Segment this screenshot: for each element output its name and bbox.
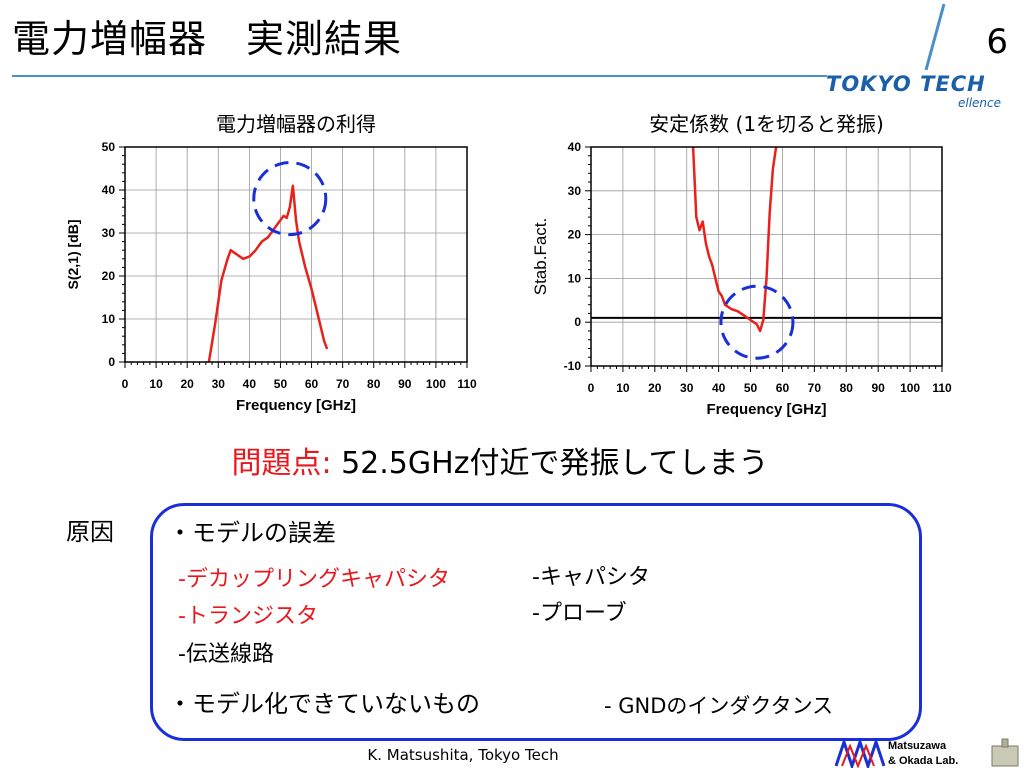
cause-item-transistor: -トランジスタ	[178, 604, 318, 629]
lab-logo-building-icon	[991, 745, 1019, 767]
cause-item-probe: -プローブ	[532, 601, 627, 626]
stab-x-tick-label: 0	[588, 381, 595, 395]
stab-y-tick-label: 20	[568, 228, 582, 242]
problem-text: 52.5GHz付近で発振してしまう	[341, 446, 769, 481]
stab-x-axis-label: Frequency [GHz]	[706, 401, 826, 418]
logo-text: TOKYO TECH	[826, 72, 986, 96]
cause-item-tline: -伝送線路	[178, 642, 274, 667]
stab-x-tick-label: 20	[648, 381, 662, 395]
gain-x-tick-label: 50	[274, 377, 288, 391]
logo-subtext: ellence	[958, 96, 1002, 110]
gain-x-tick-label: 80	[367, 377, 381, 391]
stab-y-tick-label: 0	[574, 315, 581, 329]
problem-colon: :	[321, 446, 332, 481]
cause-item-capacitor: -キャパシタ	[532, 565, 650, 590]
stab-y-tick-label: 30	[568, 184, 582, 198]
stab-x-tick-label: 40	[712, 381, 726, 395]
problem-label: 問題点	[231, 446, 322, 481]
stab-series-line	[691, 147, 778, 333]
stab-x-tick-label: 10	[616, 381, 630, 395]
lab-logo-wave-red	[841, 743, 875, 768]
lab-logo-line1: Matsuzawa	[888, 740, 947, 752]
stab-plot-frame	[590, 146, 943, 367]
cause-box	[150, 503, 922, 741]
problem-statement: 問題点: 52.5GHz付近で発振してしまう	[0, 438, 1000, 482]
unmodeled-heading: ・モデル化できていないもの	[168, 690, 480, 718]
stab-x-tick-label: 110	[932, 381, 952, 395]
gain-x-tick-label: 40	[243, 377, 257, 391]
gain-chart-title: 電力増幅器の利得	[216, 112, 376, 136]
stab-x-tick-label: 50	[744, 381, 758, 395]
gain-x-axis-label: Frequency [GHz]	[236, 397, 356, 414]
gain-x-tick-label: 110	[457, 377, 477, 391]
gain-y-tick-label: 30	[102, 226, 116, 240]
page-number: 6	[986, 22, 1008, 62]
lab-logo-line2: & Okada Lab.	[888, 755, 958, 767]
gain-oscillation-marker	[252, 161, 328, 237]
logo-slash	[924, 3, 946, 71]
title-divider	[12, 75, 827, 77]
stab-y-tick-label: -10	[564, 359, 582, 373]
gain-y-tick-label: 20	[102, 269, 116, 283]
footer-credit: K. Matsushita, Tokyo Tech	[367, 746, 559, 764]
stab-oscillation-marker	[719, 284, 795, 360]
gain-x-tick-label: 70	[336, 377, 350, 391]
gain-y-tick-label: 50	[102, 140, 116, 154]
slide-title: 電力増幅器 実測結果	[12, 17, 403, 61]
gain-x-tick-label: 10	[149, 377, 163, 391]
stab-x-tick-label: 60	[776, 381, 790, 395]
cause-item-decap: -デカップリングキャパシタ	[178, 567, 450, 592]
stab-y-tick-label: 40	[568, 140, 582, 154]
stab-y-axis-label: Stab.Fact.	[531, 218, 550, 295]
gain-x-tick-label: 100	[426, 377, 446, 391]
gain-x-tick-label: 90	[398, 377, 412, 391]
gain-x-tick-label: 60	[305, 377, 319, 391]
lab-logo: Matsuzawa & Okada Lab.	[834, 737, 1019, 768]
stab-x-tick-label: 100	[900, 381, 920, 395]
gain-x-tick-label: 20	[181, 377, 195, 391]
cause-label: 原因	[66, 518, 114, 546]
gain-x-tick-label: 30	[212, 377, 226, 391]
model-error-heading: ・モデルの誤差	[168, 519, 336, 547]
gain-series-line	[207, 184, 329, 362]
gain-y-tick-label: 10	[102, 312, 116, 326]
stab-x-tick-label: 70	[808, 381, 822, 395]
stab-x-tick-label: 90	[872, 381, 886, 395]
gain-y-tick-label: 0	[108, 355, 115, 369]
unmodeled-item-gnd: - GNDのインダクタンス	[604, 694, 834, 718]
stab-x-tick-label: 30	[680, 381, 694, 395]
gain-y-tick-label: 40	[102, 183, 116, 197]
charts-canvas: 0 10 20 30 40 50 60 70 80 90 100 11001020304050Freq…	[65, 140, 952, 418]
gain-x-tick-label: 0	[122, 377, 129, 391]
lab-logo-wave-blue	[834, 737, 886, 768]
lab-logo-tower-icon	[1001, 738, 1009, 748]
gain-y-axis-label: S(2,1) [dB]	[65, 220, 81, 290]
gain-plot-frame	[124, 146, 468, 363]
tokyo-tech-logo	[924, 3, 946, 71]
stability-chart-title: 安定係数 (1を切ると発振)	[649, 112, 884, 136]
stab-x-tick-label: 80	[840, 381, 854, 395]
stab-y-tick-label: 10	[568, 271, 582, 285]
